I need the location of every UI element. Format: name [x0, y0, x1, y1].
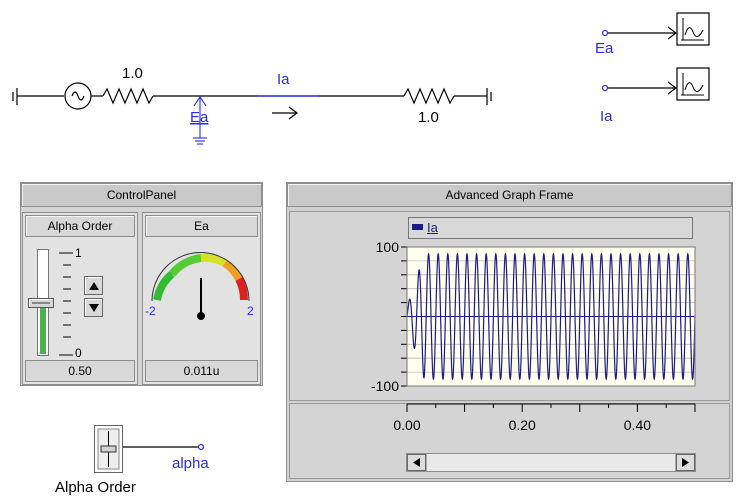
arrow-up-icon — [88, 281, 99, 290]
resistor-right-value: 1.0 — [418, 109, 439, 126]
output-label-ea: Ea — [595, 40, 614, 57]
decrement-button[interactable] — [84, 298, 103, 317]
slider-fill — [40, 302, 46, 354]
voltage-source-icon[interactable] — [64, 82, 103, 110]
alpha-output-wire — [123, 443, 205, 451]
horizontal-scrollbar[interactable] — [406, 453, 696, 472]
current-label: Ia — [277, 71, 290, 88]
alpha-order-header: Alpha Order — [25, 215, 135, 237]
output-channel-ea[interactable]: Ea — [595, 12, 710, 57]
increment-button[interactable] — [84, 276, 103, 295]
resistor-left-icon[interactable] — [102, 87, 154, 105]
right-ground-icon — [486, 88, 492, 105]
legend-label-ia: Ia — [427, 220, 438, 235]
y-tick-label: -100 — [371, 378, 399, 394]
ia-waveform-chart[interactable]: 100 -100 0.00 0.20 0.40 — [286, 182, 733, 452]
slider-ticks — [59, 252, 73, 356]
ea-meter-panel: Ea -2 2 0.011u — [142, 212, 261, 385]
voltage-probe-icon — [193, 96, 207, 145]
alpha-order-slider-panel: Alpha Order 1 0 — [22, 212, 138, 385]
scroll-right-button[interactable] — [676, 454, 695, 471]
scroll-left-button[interactable] — [407, 454, 426, 471]
analog-meter-gauge[interactable]: -2 2 — [143, 243, 262, 343]
control-panel-title[interactable]: ControlPanel — [21, 183, 262, 207]
resistor-left-value: 1.0 — [122, 65, 143, 82]
circuit-schematic: 1.0 Ia Ea 1.0 Ea — [12, 12, 710, 145]
meter-min-label: -2 — [145, 304, 156, 318]
current-arrow-icon — [272, 106, 298, 120]
resistor-right-icon[interactable] — [403, 87, 487, 105]
voltage-probe[interactable]: Ea — [190, 96, 209, 145]
arrow-right-icon — [682, 458, 689, 467]
slider-value: 0.50 — [25, 360, 135, 382]
alpha-output-label: alpha — [172, 455, 209, 472]
x-tick-label: 0.00 — [393, 417, 420, 433]
y-tick-label: 100 — [376, 239, 400, 255]
arrow-down-icon — [88, 303, 99, 312]
legend-swatch — [412, 224, 423, 230]
arrow-left-icon — [413, 458, 420, 467]
output-channel-ia[interactable]: Ia — [600, 67, 710, 125]
graph-frame-title[interactable]: Advanced Graph Frame — [287, 183, 732, 207]
x-tick-label: 0.20 — [509, 417, 536, 433]
meter-value: 0.011u — [145, 360, 258, 382]
current-meter[interactable]: Ia — [258, 71, 318, 120]
scroll-thumb[interactable] — [426, 454, 676, 471]
control-panel: ControlPanel Alpha Order 1 — [20, 182, 263, 386]
voltage-probe-label: Ea — [190, 109, 209, 126]
alpha-slider-component[interactable] — [94, 425, 123, 473]
x-tick-label: 0.40 — [624, 417, 651, 433]
ea-meter-header: Ea — [145, 215, 258, 237]
slider-min-label: 0 — [75, 346, 82, 360]
meter-max-label: 2 — [247, 304, 254, 318]
slider-component-icon — [97, 428, 120, 470]
output-label-ia: Ia — [600, 108, 613, 125]
graph-legend[interactable]: Ia — [408, 217, 693, 239]
slider-thumb[interactable] — [28, 298, 54, 308]
left-ground-icon — [12, 88, 64, 105]
alpha-order-component-label: Alpha Order — [55, 479, 136, 496]
slider-max-label: 1 — [75, 246, 82, 260]
